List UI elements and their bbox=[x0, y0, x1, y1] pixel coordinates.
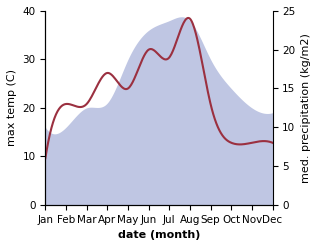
X-axis label: date (month): date (month) bbox=[118, 230, 200, 240]
Y-axis label: med. precipitation (kg/m2): med. precipitation (kg/m2) bbox=[301, 33, 311, 183]
Y-axis label: max temp (C): max temp (C) bbox=[7, 69, 17, 146]
